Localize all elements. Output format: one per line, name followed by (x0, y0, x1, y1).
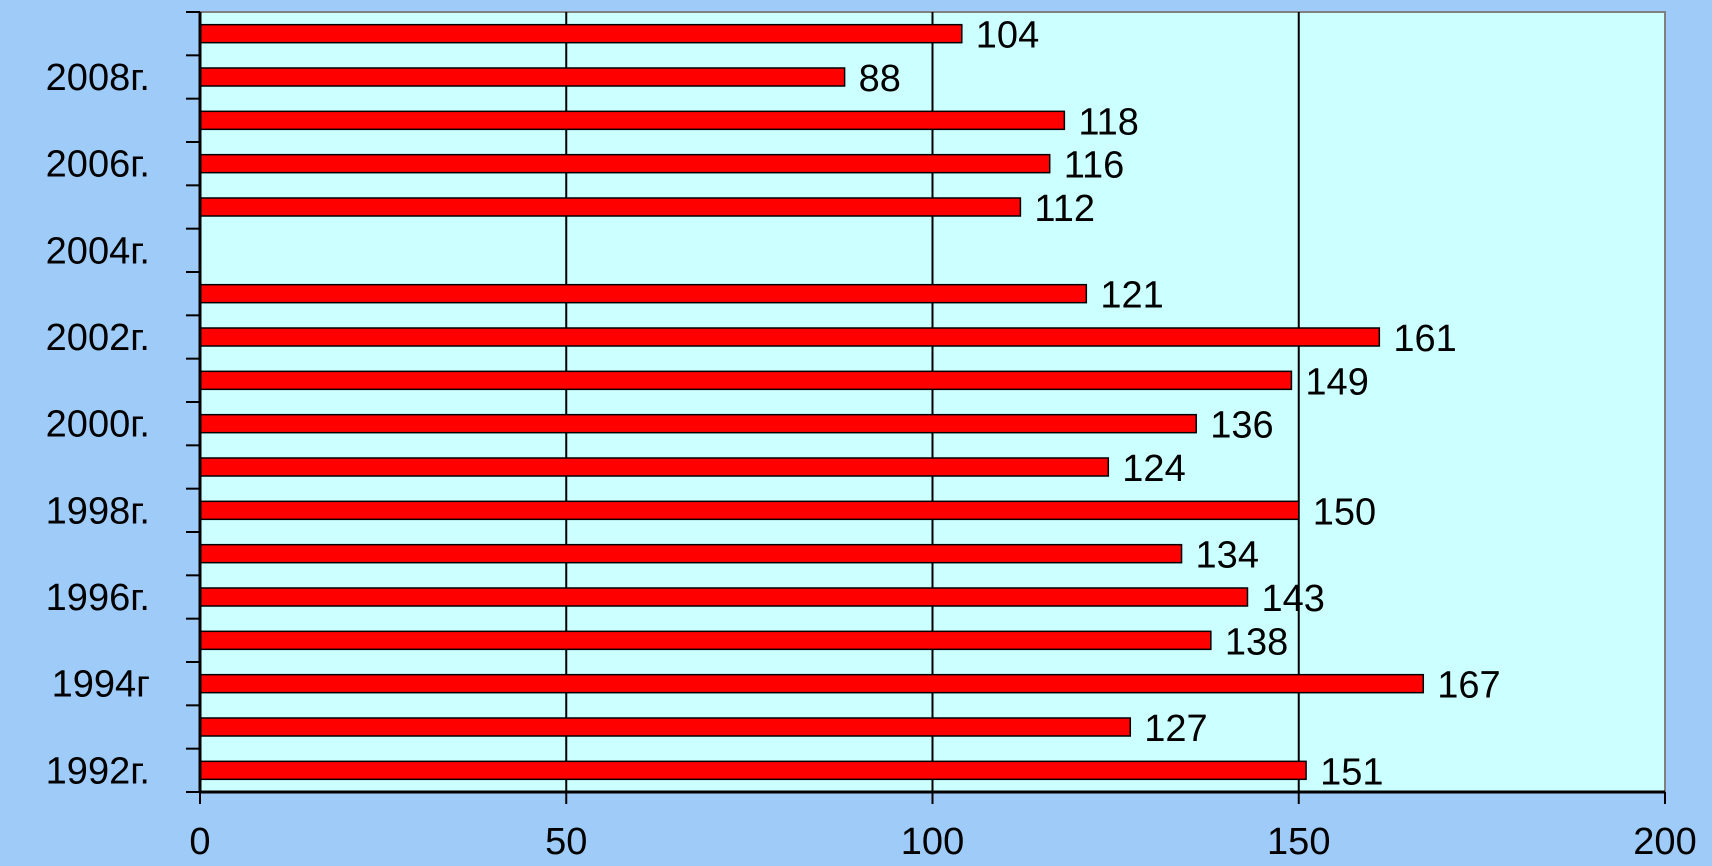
x-tick-label: 0 (189, 821, 210, 863)
bar-1999 (199, 457, 1110, 477)
bar-1995 (199, 630, 1212, 651)
y-tick-label: 2000г. (46, 404, 150, 446)
bar-1993 (199, 717, 1132, 737)
data-labels: 1511271671381431341501241361491611211121… (859, 15, 1501, 794)
y-tick-label: 1994г (52, 664, 150, 706)
grid-lines (565, 12, 1300, 792)
data-label-1993: 127 (1144, 708, 1207, 750)
x-axis-tick-labels: 0 50 100 150 200 (189, 821, 1696, 863)
bar-1994 (199, 673, 1425, 694)
bar-1992 (199, 760, 1307, 781)
bars (199, 23, 1425, 781)
bar-1998 (199, 500, 1300, 521)
data-label-2008: 88 (859, 58, 901, 100)
x-tick-label: 100 (901, 821, 964, 863)
data-label-2003: 121 (1100, 275, 1163, 317)
data-label-2007: 118 (1078, 101, 1139, 143)
data-label-2000: 136 (1210, 405, 1273, 447)
data-label-1994: 167 (1437, 665, 1500, 707)
x-tick-label: 200 (1633, 821, 1696, 863)
x-tick-label: 50 (545, 821, 587, 863)
y-tick-label: 2002г. (46, 317, 150, 359)
bar-2000 (199, 413, 1197, 434)
y-tick-label: 1998г. (46, 490, 150, 532)
bar-2008 (199, 67, 846, 87)
bar-2003 (199, 283, 1088, 304)
data-label-1997: 134 (1196, 535, 1259, 577)
data-label-1992: 151 (1320, 751, 1383, 793)
data-label-1998: 150 (1313, 491, 1376, 533)
data-label-2006: 116 (1064, 145, 1125, 187)
y-tick-label: 1992г. (46, 750, 150, 792)
data-label-1995: 138 (1225, 621, 1288, 663)
data-label-2001: 149 (1305, 361, 1368, 403)
data-label-2009: 104 (976, 15, 1039, 57)
axes (186, 11, 1666, 804)
y-tick-label: 2004г. (46, 230, 150, 272)
data-label-1999: 124 (1122, 448, 1185, 490)
bar-1997 (199, 543, 1183, 564)
data-label-2005: 112 (1034, 188, 1095, 230)
y-tick-label: 1996г. (46, 577, 150, 619)
bar-1996 (199, 587, 1249, 607)
bar-2001 (199, 370, 1293, 391)
bar-2009 (199, 23, 963, 44)
y-axis-tick-labels: 1992г. 1994г 1996г. 1998г. 2000г. 2002г. 2004г… (46, 57, 150, 792)
x-tick-label: 150 (1267, 821, 1330, 863)
bar-2002 (199, 327, 1381, 347)
y-tick-label: 2008г. (46, 57, 150, 99)
y-tick-label: 2006г. (46, 144, 150, 186)
data-label-2002: 161 (1393, 318, 1456, 360)
bar-2005 (199, 197, 1022, 217)
bar-2006 (199, 153, 1051, 174)
bar-2007 (199, 110, 1066, 131)
data-label-1996: 143 (1261, 578, 1324, 620)
